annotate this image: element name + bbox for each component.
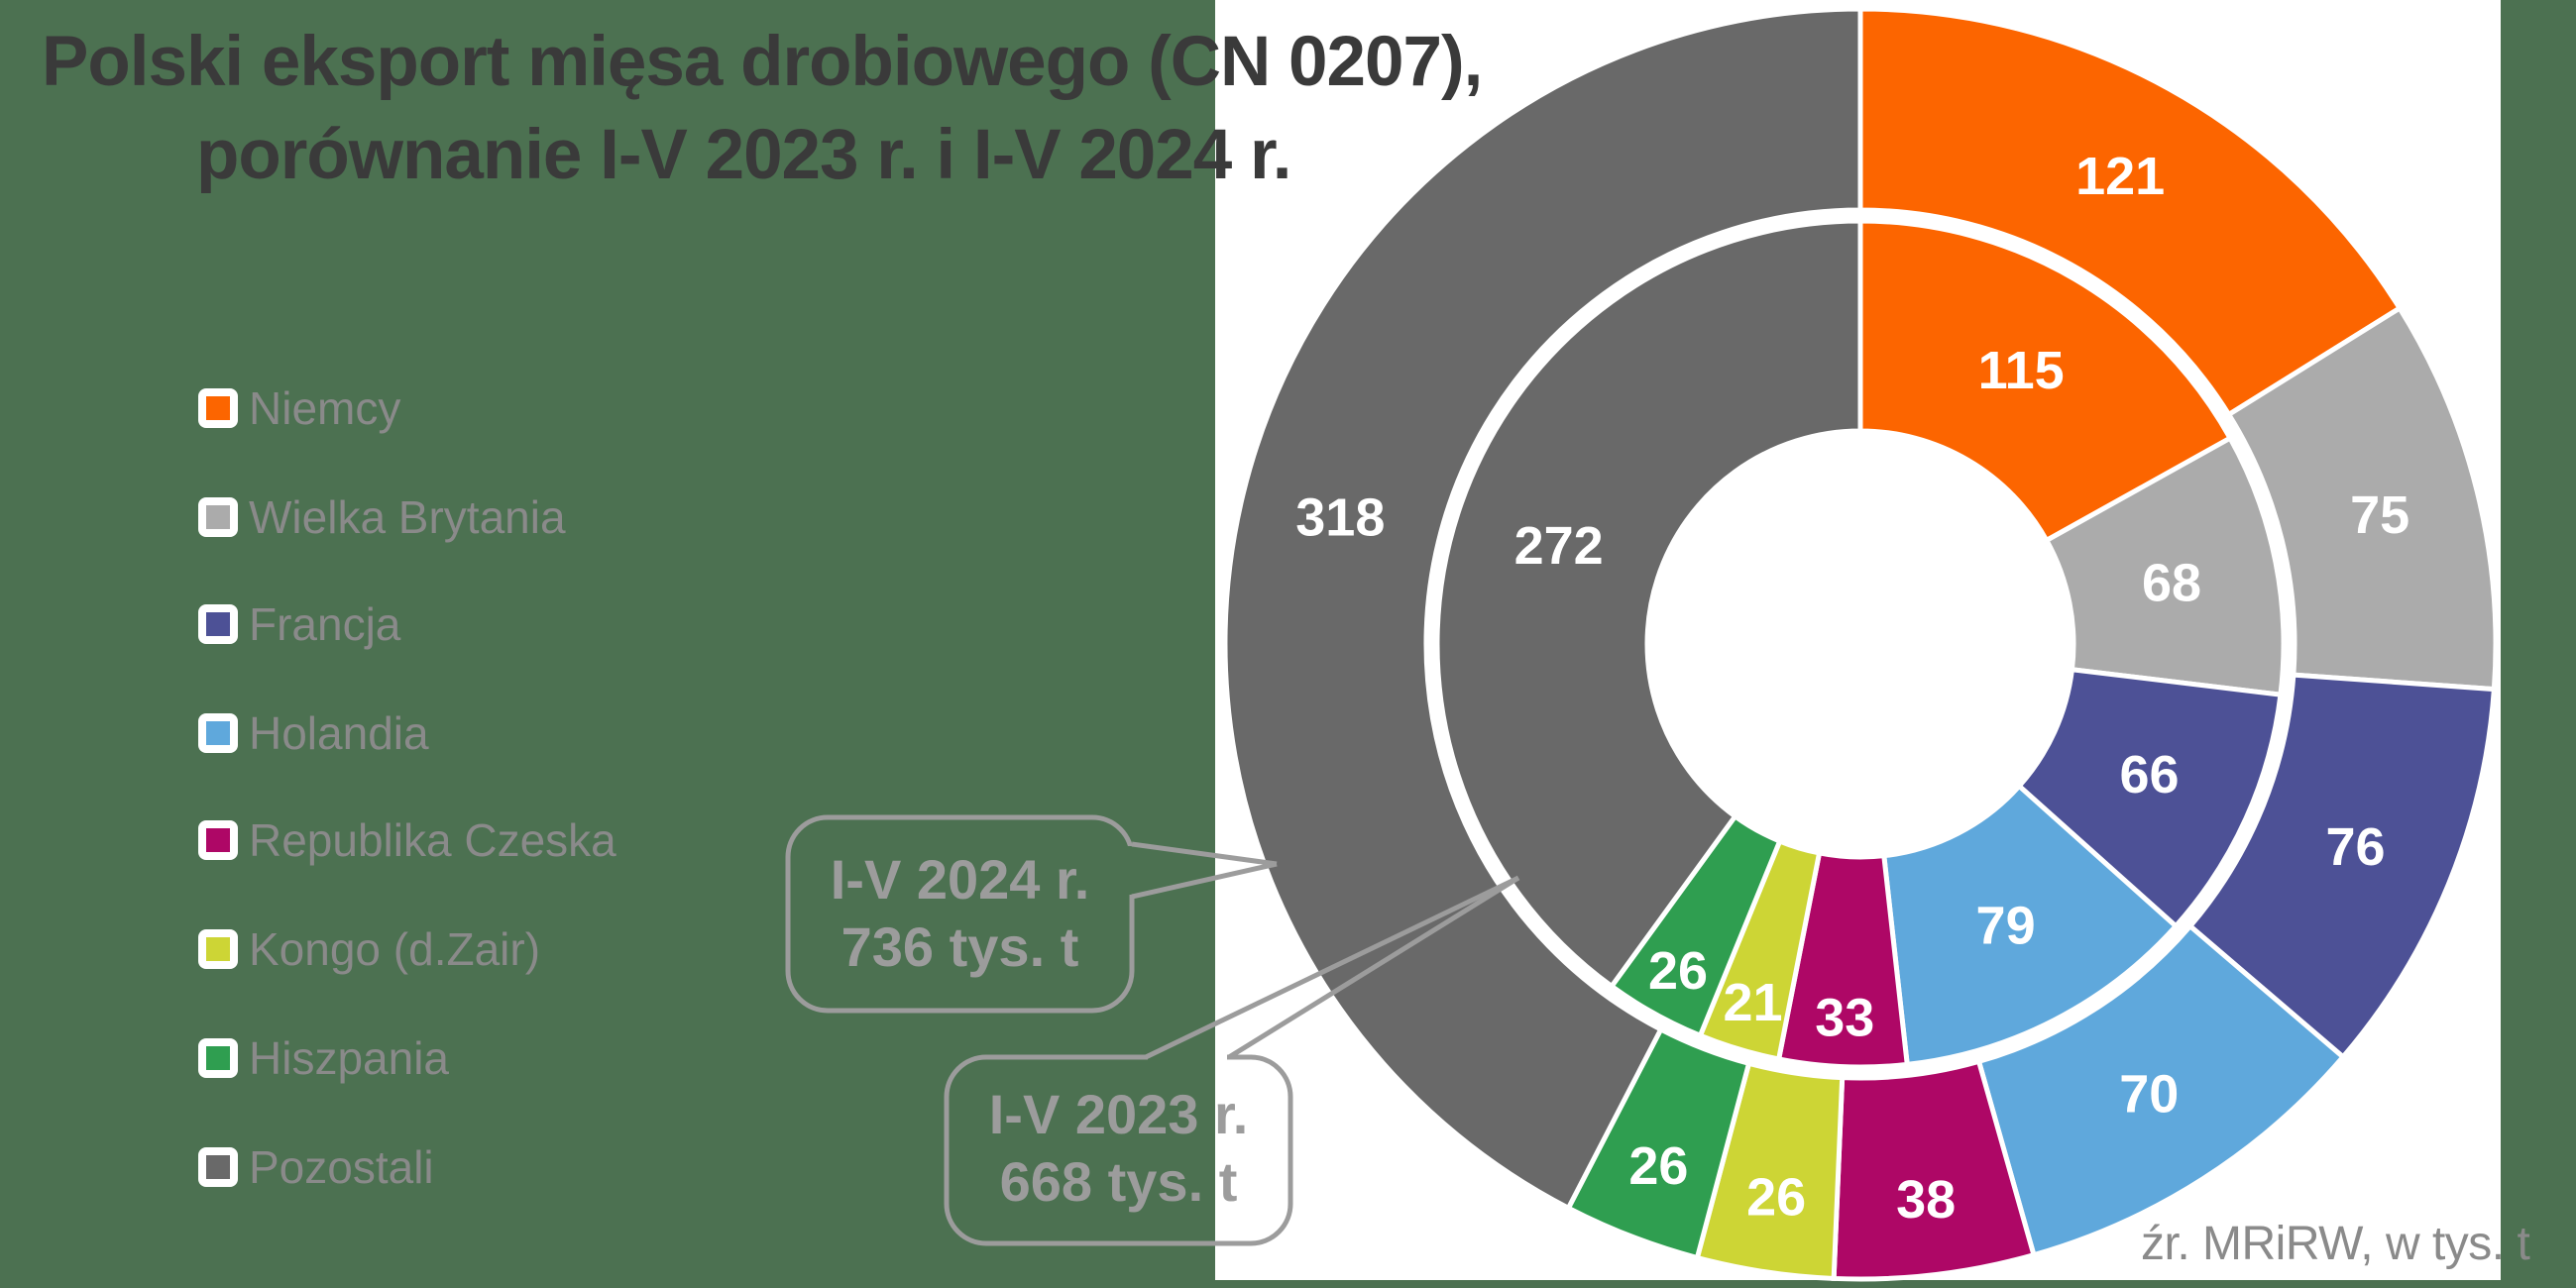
value-label-2023-holandia: 79: [1976, 896, 2036, 955]
slice-2024-niemcy: [1857, 6, 2404, 418]
callout-2024-line2: 736 tys. t: [840, 915, 1079, 978]
legend-item-kongo: Kongo (d.Zair): [198, 917, 540, 981]
legend-color-holandia: [206, 721, 230, 745]
legend-swatch-holandia: [198, 713, 238, 753]
legend-label-hiszpania: Hiszpania: [249, 1032, 449, 1084]
donut-value-labels: 115 68 66 79 33 21 26 272 121 75 76 70 38 26 26 318: [1295, 147, 2409, 1230]
slice-2024-pozostali: [1222, 6, 1863, 1212]
legend-color-republika-czeska: [206, 828, 230, 852]
legend-item-holandia: Holandia: [198, 701, 429, 765]
legend-item-pozostali: Pozostali: [198, 1135, 434, 1199]
callout-2023-line2: 668 tys. t: [999, 1150, 1238, 1213]
callout-2023-beak-top: [1144, 875, 1520, 1060]
value-label-2024-niemcy: 121: [2075, 147, 2165, 206]
slice-2023-francja: [2015, 666, 2284, 930]
value-label-2024-wielka-brytania: 75: [2350, 485, 2409, 545]
callout-2023-line1: I-V 2023 r.: [988, 1083, 1249, 1145]
legend-item-niemcy: Niemcy: [198, 376, 400, 440]
legend-color-kongo: [206, 937, 230, 961]
legend-label-wielka-brytania: Wielka Brytania: [249, 491, 566, 543]
slice-2023-pozostali: [1434, 218, 1863, 990]
legend-label-republika-czeska: Republika Czeska: [249, 814, 616, 866]
callout-2024-beak-bottom: [1131, 861, 1278, 900]
value-label-2023-kongo-d-zair: 21: [1723, 973, 1782, 1032]
callout-2023-box: [944, 1054, 1293, 1246]
legend-color-pozostali: [206, 1155, 230, 1179]
legend-swatch-wielka-brytania: [198, 497, 238, 537]
callout-2023-beak-bottom: [1227, 875, 1520, 1060]
legend-label-kongo: Kongo (d.Zair): [249, 923, 541, 975]
legend-label-francja: Francja: [249, 598, 401, 650]
legend-item-hiszpania: Hiszpania: [198, 1026, 449, 1090]
legend-color-niemcy: [206, 396, 230, 420]
value-label-2024-kongo-d-zair: 26: [1746, 1168, 1806, 1228]
legend-swatch-hiszpania: [198, 1038, 238, 1078]
callout-2024-beak-top: [1131, 841, 1278, 867]
value-label-2023-wielka-brytania: 68: [2142, 553, 2201, 612]
legend-color-hiszpania: [206, 1046, 230, 1070]
value-label-2023-niemcy: 115: [1978, 341, 2065, 400]
value-label-2024-francja: 76: [2326, 817, 2386, 877]
value-label-2024-holandia: 70: [2119, 1065, 2179, 1125]
source-note: źr. MRiRW, w tys. t: [2141, 1218, 2530, 1270]
value-label-2024-pozostali: 318: [1295, 487, 1385, 547]
value-label-2023-pozostali: 272: [1514, 516, 1604, 576]
legend-item-republika-czeska: Republika Czeska: [198, 808, 616, 872]
legend-label-pozostali: Pozostali: [249, 1141, 434, 1193]
value-label-2023-hiszpania: 26: [1648, 941, 1708, 1001]
legend-item-wielka-brytania: Wielka Brytania: [198, 485, 566, 549]
legend-label-holandia: Holandia: [249, 707, 429, 759]
value-label-2023-republika-czeska: 33: [1815, 989, 1874, 1048]
value-label-2024-republika-czeska: 38: [1896, 1170, 1956, 1230]
legend-swatch-francja: [198, 604, 238, 644]
legend-swatch-niemcy: [198, 388, 238, 428]
legend-label-niemcy: Niemcy: [249, 382, 401, 434]
callout-shapes: [785, 814, 1520, 1246]
value-label-2024-hiszpania: 26: [1628, 1136, 1688, 1196]
slice-2023-niemcy: [1857, 218, 2234, 544]
legend-swatch-kongo: [198, 929, 238, 969]
legend-item-francja: Francja: [198, 592, 400, 656]
callout-2024-box: [785, 814, 1135, 1014]
callout-2024-line1: I-V 2024 r.: [830, 848, 1090, 911]
slice-2023-holandia: [1881, 782, 2180, 1068]
callout-2024: I-V 2024 r. 736 tys. t: [788, 846, 1132, 981]
value-label-2023-francja: 66: [2119, 745, 2179, 805]
legend-swatch-republika-czeska: [198, 820, 238, 860]
callout-2023: I-V 2023 r. 668 tys. t: [947, 1081, 1290, 1216]
page-title-line2: porównanie I-V 2023 r. i I-V 2024 r.: [196, 116, 1291, 194]
page-title-line1: Polski eksport mięsa drobiowego (CN 0207…: [42, 23, 1483, 101]
legend-color-wielka-brytania: [206, 505, 230, 529]
donut-rings: [1222, 6, 2499, 1282]
legend-color-francja: [206, 612, 230, 636]
legend-swatch-pozostali: [198, 1147, 238, 1187]
